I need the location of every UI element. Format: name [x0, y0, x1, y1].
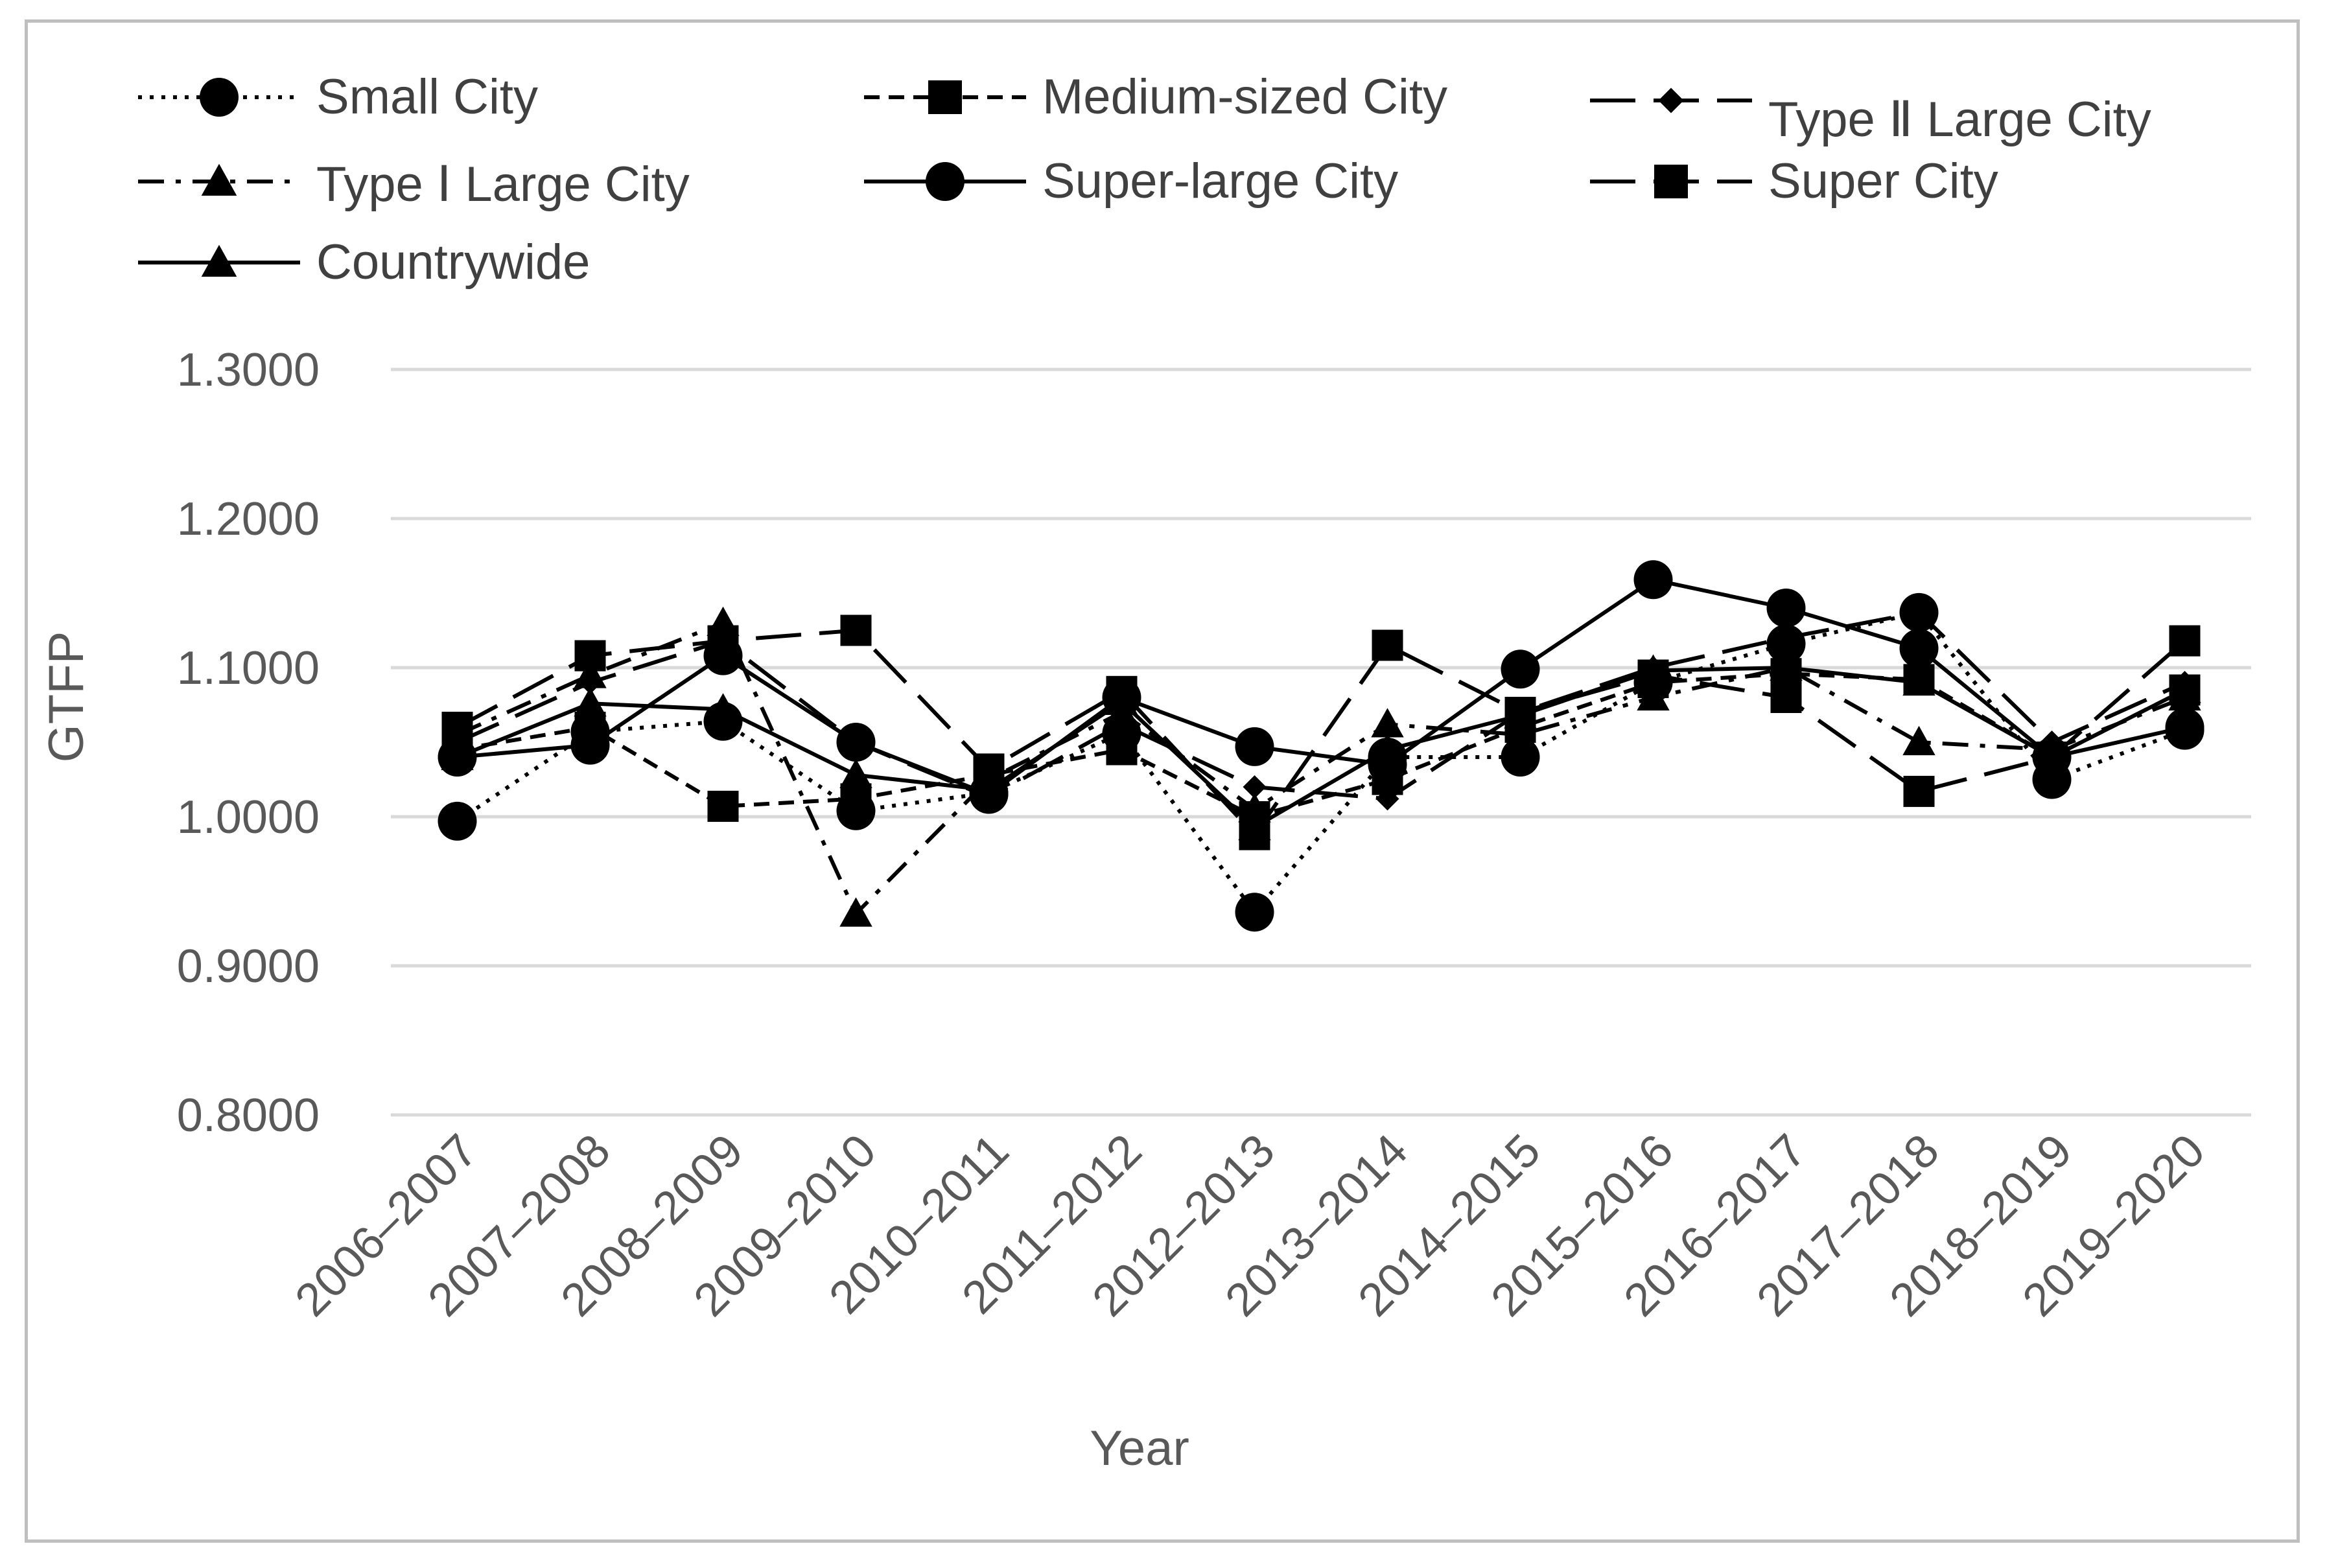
- gridlines: [391, 368, 2251, 1117]
- legend-entry: Small City: [138, 69, 538, 124]
- data-point: [839, 758, 872, 788]
- series-line: [456, 666, 2186, 830]
- series-line: [457, 578, 2186, 797]
- data-point: [707, 693, 740, 723]
- series-line: [456, 628, 2186, 837]
- legend-entry: Super City: [1590, 154, 1998, 209]
- data-point: [1238, 793, 1271, 823]
- legend-marker: [926, 162, 965, 201]
- data-point: [1633, 560, 1673, 600]
- data-point: [1238, 810, 1271, 841]
- data-point: [836, 723, 876, 762]
- data-point: [2035, 740, 2068, 771]
- legend-marker: [201, 244, 237, 277]
- data-point: [1375, 787, 1399, 811]
- data-point: [1243, 775, 1267, 799]
- data-point: [574, 640, 606, 672]
- data-point: [1637, 654, 1670, 684]
- data-point: [840, 614, 872, 646]
- y-tick-label: 0.8000: [177, 1090, 320, 1141]
- data-point: [707, 625, 739, 657]
- legend-entry: Super-large City: [864, 154, 1398, 209]
- data-point: [1774, 626, 1798, 649]
- data-point: [1106, 734, 1138, 766]
- data-point: [438, 801, 477, 841]
- data-point: [1235, 893, 1274, 932]
- data-point: [574, 687, 607, 717]
- data-point: [2168, 673, 2201, 703]
- y-tick-label: 1.3000: [177, 344, 320, 396]
- data-point: [1637, 681, 1670, 711]
- data-point: [1371, 733, 1404, 763]
- data-point: [2169, 625, 2201, 657]
- series-medium-sized-city: [441, 658, 2201, 832]
- data-point: [1105, 685, 1138, 716]
- y-tick-label: 1.2000: [177, 493, 320, 545]
- series-countrywide: [441, 651, 2201, 841]
- data-point: [441, 712, 473, 743]
- y-tick-label: 1.0000: [177, 791, 320, 843]
- series-super-large-city: [438, 560, 2204, 814]
- data-point: [1766, 589, 1806, 627]
- data-point: [1770, 651, 1803, 681]
- y-tick-label: 1.1000: [177, 642, 320, 694]
- data-point: [1235, 727, 1274, 766]
- data-point: [1501, 649, 1540, 689]
- data-point: [1504, 699, 1537, 729]
- data-point: [2165, 708, 2204, 747]
- legend-marker: [928, 80, 962, 114]
- legend-label: Type Ⅱ Large City: [1768, 92, 2151, 147]
- y-tick-label: 0.9000: [177, 941, 320, 992]
- legend-marker: [200, 78, 239, 117]
- legend-label: Countrywide: [316, 235, 590, 290]
- legend-label: Super City: [1768, 154, 1998, 209]
- data-point: [574, 659, 607, 688]
- x-tick-labels: 2006–20072007–20082008–20092009–20102010…: [285, 1125, 2214, 1326]
- legend-label: Type Ⅰ Large City: [316, 157, 690, 212]
- y-axis-title: GTFP: [39, 631, 94, 763]
- data-point: [707, 790, 739, 822]
- legend-marker: [1654, 165, 1688, 198]
- data-point: [972, 773, 1005, 803]
- data-point: [570, 725, 610, 765]
- x-axis-title: Year: [1090, 1421, 1189, 1476]
- data-point: [1903, 775, 1935, 807]
- data-point: [1899, 629, 1939, 668]
- series-lines: [438, 560, 2204, 932]
- data-point: [839, 897, 872, 927]
- data-point: [1372, 629, 1403, 661]
- series-line: [456, 610, 2186, 801]
- chart-frame: 0.8000 0.9000 1.0000 1.1000 1.2000 1.3000 200…: [25, 19, 2300, 1543]
- y-tick-labels: 0.8000 0.9000 1.0000 1.1000 1.2000 1.3000: [177, 344, 320, 1141]
- line-chart: 0.8000 0.9000 1.0000 1.1000 1.2000 1.3000 200…: [39, 69, 2251, 1476]
- data-point: [1504, 718, 1537, 748]
- data-point: [1902, 725, 1935, 756]
- data-point: [1371, 708, 1404, 738]
- data-point: [1770, 682, 1802, 713]
- data-point: [1907, 600, 1931, 624]
- legend-entry: Countrywide: [138, 235, 590, 290]
- legend-label: Small City: [316, 69, 538, 124]
- data-point: [840, 783, 872, 815]
- legend-entry: Medium-sized City: [864, 69, 1447, 124]
- data-point: [441, 740, 474, 771]
- data-point: [1902, 666, 1935, 696]
- legend-label: Medium-sized City: [1042, 69, 1447, 124]
- legend-entry: Type Ⅱ Large City: [1590, 88, 2151, 147]
- legend-entry: Type Ⅰ Large City: [138, 157, 690, 212]
- legend-label: Super-large City: [1042, 154, 1398, 209]
- legend: Small City Medium-sized City Type Ⅱ Large …: [138, 69, 2151, 290]
- legend-marker: [1658, 88, 1684, 113]
- legend-marker: [201, 163, 237, 196]
